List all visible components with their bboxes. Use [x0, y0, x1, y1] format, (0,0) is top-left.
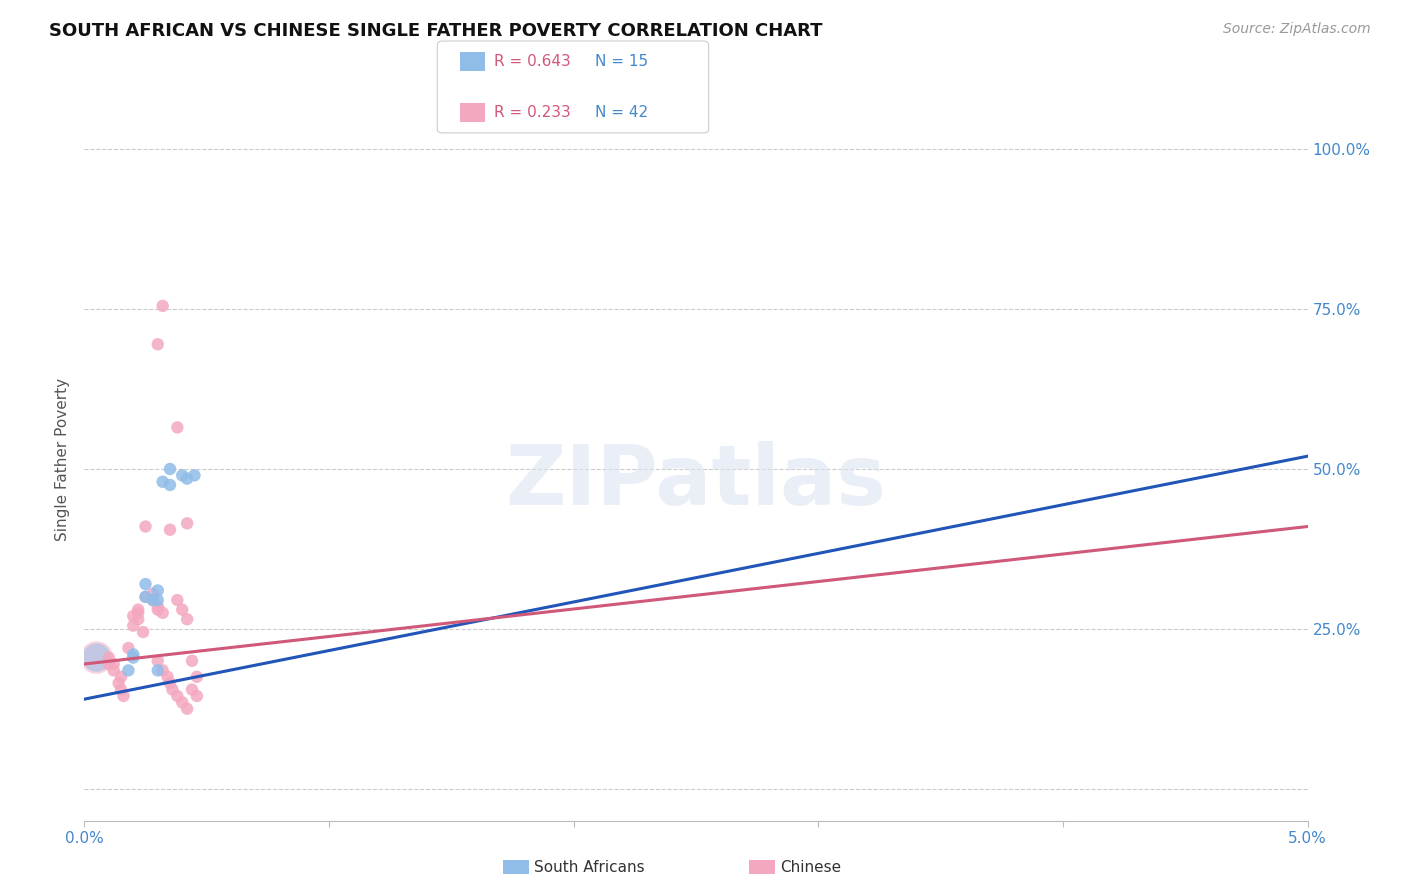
Point — [183, 468, 205, 483]
Y-axis label: Single Father Poverty: Single Father Poverty — [55, 378, 70, 541]
Point — [146, 654, 169, 668]
Point — [172, 468, 194, 483]
Point — [152, 664, 174, 678]
Point — [107, 676, 129, 690]
Point — [135, 577, 157, 591]
Text: R = 0.233: R = 0.233 — [494, 105, 571, 120]
Point — [176, 612, 198, 626]
Point — [172, 695, 194, 709]
Point — [112, 689, 135, 703]
Point — [156, 670, 179, 684]
Text: Source: ZipAtlas.com: Source: ZipAtlas.com — [1223, 22, 1371, 37]
Point — [146, 337, 169, 351]
Point — [135, 590, 157, 604]
Point — [146, 599, 169, 614]
Point — [110, 682, 132, 697]
Point — [146, 602, 169, 616]
Point — [152, 299, 174, 313]
Point — [176, 516, 198, 531]
Point — [135, 519, 157, 533]
Point — [86, 650, 108, 665]
Point — [135, 590, 157, 604]
Point — [86, 650, 108, 665]
Point — [110, 670, 132, 684]
Point — [181, 654, 204, 668]
Point — [146, 664, 169, 678]
Point — [127, 612, 149, 626]
Point — [122, 618, 145, 632]
Point — [186, 689, 208, 703]
Text: Chinese: Chinese — [780, 860, 841, 874]
Point — [142, 593, 165, 607]
Point — [181, 682, 204, 697]
Point — [122, 650, 145, 665]
Point — [186, 670, 208, 684]
Point — [159, 523, 181, 537]
Point — [142, 593, 165, 607]
Text: ZIPatlas: ZIPatlas — [506, 441, 886, 522]
Point — [146, 593, 169, 607]
Point — [103, 664, 125, 678]
Text: R = 0.643: R = 0.643 — [494, 54, 571, 69]
Point — [127, 606, 149, 620]
Point — [166, 420, 188, 434]
Point — [176, 702, 198, 716]
Point — [176, 472, 198, 486]
Text: SOUTH AFRICAN VS CHINESE SINGLE FATHER POVERTY CORRELATION CHART: SOUTH AFRICAN VS CHINESE SINGLE FATHER P… — [49, 22, 823, 40]
Point — [146, 583, 169, 598]
Point — [122, 609, 145, 624]
Text: N = 42: N = 42 — [595, 105, 648, 120]
Point — [159, 478, 181, 492]
Point — [97, 650, 120, 665]
Point — [142, 587, 165, 601]
Point — [172, 602, 194, 616]
Point — [97, 657, 120, 671]
Point — [152, 606, 174, 620]
Point — [103, 657, 125, 671]
Point — [166, 689, 188, 703]
Point — [166, 593, 188, 607]
Point — [162, 682, 184, 697]
Point — [122, 648, 145, 662]
Point — [132, 625, 155, 640]
Text: N = 15: N = 15 — [595, 54, 648, 69]
Point — [117, 664, 139, 678]
Text: South Africans: South Africans — [534, 860, 645, 874]
Point — [117, 640, 139, 655]
Point — [159, 462, 181, 476]
Point — [127, 602, 149, 616]
Point — [152, 475, 174, 489]
Point — [159, 676, 181, 690]
